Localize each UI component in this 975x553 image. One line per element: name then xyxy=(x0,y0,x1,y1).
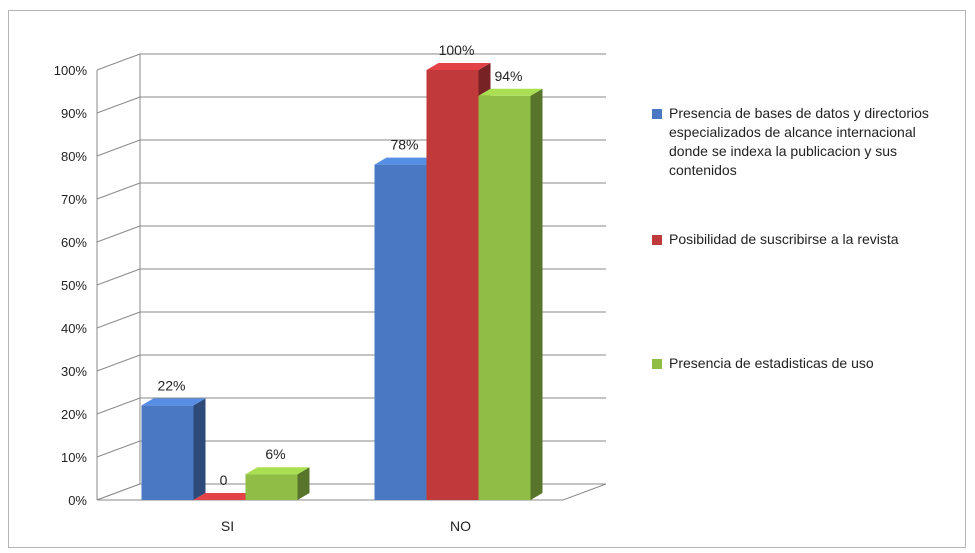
data-label: 94% xyxy=(494,68,522,84)
gridline-side xyxy=(96,139,141,157)
y-tick-label: 50% xyxy=(61,278,87,293)
y-tick-label: 10% xyxy=(61,450,87,465)
bar-top xyxy=(374,157,439,165)
legend-item: Presencia de estadisticas de uso xyxy=(652,354,954,373)
legend-swatch xyxy=(652,235,662,245)
bar-side xyxy=(193,398,206,500)
y-tick-label: 30% xyxy=(61,364,87,379)
gridline-side xyxy=(96,268,141,286)
data-label: 78% xyxy=(390,137,418,153)
gridline-side xyxy=(96,182,141,200)
gridline-side xyxy=(96,53,141,71)
bar-top xyxy=(478,88,543,96)
data-label: 6% xyxy=(265,446,285,462)
gridline-side xyxy=(96,440,141,458)
legend-swatch xyxy=(652,359,662,369)
gridline-side xyxy=(96,354,141,372)
x-tick-label: NO xyxy=(450,518,471,534)
bar xyxy=(245,474,298,500)
bar-top xyxy=(193,493,258,500)
bar xyxy=(374,164,427,500)
bar xyxy=(141,405,194,500)
bar-side xyxy=(297,467,310,500)
bar xyxy=(426,70,479,500)
bar xyxy=(478,95,531,501)
y-tick-label: 90% xyxy=(61,106,87,121)
y-tick-label: 70% xyxy=(61,192,87,207)
bar-top xyxy=(426,63,491,70)
x-tick-label: SI xyxy=(221,518,234,534)
y-tick-label: 20% xyxy=(61,407,87,422)
legend-item: Presencia de bases de datos y directorio… xyxy=(652,104,954,180)
bar-top xyxy=(245,467,310,475)
bar-top xyxy=(141,398,206,406)
gridline-side xyxy=(96,311,141,329)
data-label: 22% xyxy=(157,377,185,393)
data-label: 0 xyxy=(220,472,228,488)
bar-side xyxy=(530,88,543,501)
legend-label: Presencia de estadisticas de uso xyxy=(669,355,874,371)
y-tick-label: 100% xyxy=(54,63,88,78)
y-tick-label: 80% xyxy=(61,149,87,164)
gridline-side xyxy=(96,397,141,415)
legend-swatch xyxy=(652,109,662,119)
y-tick-label: 40% xyxy=(61,321,87,336)
gridline-side xyxy=(96,96,141,114)
legend-item: Posibilidad de suscribirse a la revista xyxy=(652,230,954,249)
legend-label: Posibilidad de suscribirse a la revista xyxy=(669,231,899,247)
legend-label: Presencia de bases de datos y directorio… xyxy=(669,105,929,178)
gridline-side xyxy=(96,225,141,243)
y-tick-label: 60% xyxy=(61,235,87,250)
y-tick-label: 0% xyxy=(68,493,87,508)
data-label: 100% xyxy=(439,42,475,58)
